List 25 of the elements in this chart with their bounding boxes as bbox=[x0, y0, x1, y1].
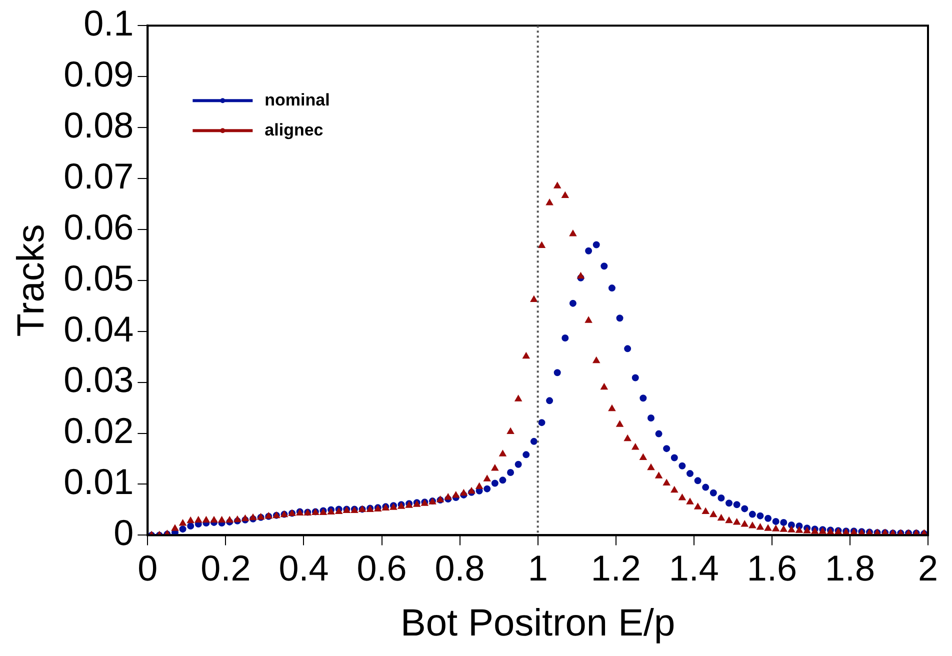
y-tick-label: 0.1 bbox=[84, 2, 134, 44]
x-tick-label: 1.2 bbox=[590, 548, 641, 589]
y-tick-label: 0 bbox=[114, 512, 134, 554]
y-tick-label: 0.06 bbox=[64, 206, 134, 248]
y-tick-label: 0.02 bbox=[64, 410, 134, 452]
y-tick-label: 0.01 bbox=[64, 461, 134, 502]
x-tick-label: 1 bbox=[528, 548, 548, 589]
x-tick-label: 0.4 bbox=[278, 548, 329, 589]
x-tick-label: 0.2 bbox=[200, 548, 251, 589]
y-tick-label: 0.03 bbox=[64, 359, 134, 400]
y-axis-title: Tracks bbox=[10, 224, 52, 337]
x-axis-title: Bot Positron E/p bbox=[400, 602, 676, 645]
x-tick-label: 0.8 bbox=[434, 548, 485, 589]
x-tick-label: 2 bbox=[918, 548, 938, 589]
y-tick-label: 0.08 bbox=[64, 104, 134, 146]
y-tick-label: 0.05 bbox=[64, 257, 134, 298]
y-tick-label: 0.09 bbox=[64, 53, 134, 94]
y-tick-label: 0.07 bbox=[64, 155, 134, 196]
x-tick-label: 1.8 bbox=[824, 548, 875, 589]
x-tick-label: 0.6 bbox=[356, 548, 407, 589]
x-tick-label: 1.4 bbox=[668, 548, 719, 589]
legend-label: nominal bbox=[264, 90, 330, 110]
legend-label: alignec bbox=[264, 120, 324, 140]
y-tick-label: 0.04 bbox=[64, 308, 134, 350]
x-tick-label: 1.6 bbox=[746, 548, 797, 589]
